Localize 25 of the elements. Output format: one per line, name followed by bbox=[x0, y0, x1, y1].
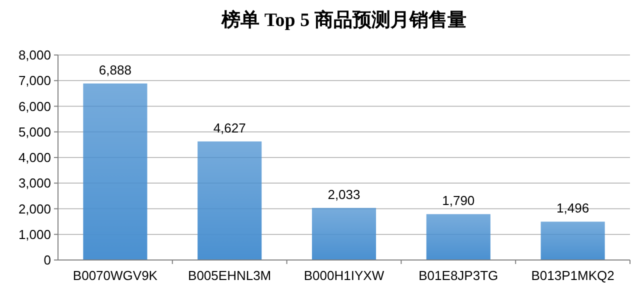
x-tick-label: B013P1MKQ2 bbox=[531, 268, 614, 283]
y-tick-label: 8,000 bbox=[18, 48, 51, 62]
bar bbox=[540, 222, 605, 260]
bar bbox=[198, 141, 262, 260]
data-label: 2,033 bbox=[328, 186, 360, 202]
x-tick-label: B01E8JP3TG bbox=[418, 268, 498, 283]
x-tick-label: B005EHNL3M bbox=[188, 268, 272, 283]
y-tick-label: 0 bbox=[44, 252, 51, 268]
y-tick-label: 2,000 bbox=[18, 201, 51, 216]
data-label: 1,790 bbox=[442, 193, 475, 208]
y-tick-label: 5,000 bbox=[18, 124, 51, 140]
x-tick-label: B0070WGV9K bbox=[72, 268, 158, 283]
data-label: 4,627 bbox=[213, 120, 246, 136]
data-label: 6,888 bbox=[98, 62, 132, 78]
data-label: 1,496 bbox=[556, 200, 590, 216]
y-tick-label: 3,000 bbox=[18, 176, 51, 191]
y-tick-label: 1,000 bbox=[18, 226, 51, 242]
bar bbox=[312, 208, 376, 260]
x-tick-label: B000H1IYXW bbox=[304, 268, 385, 283]
bar bbox=[83, 83, 148, 260]
y-tick-label: 7,000 bbox=[18, 73, 51, 88]
bar bbox=[426, 214, 490, 260]
y-tick-label: 6,000 bbox=[18, 98, 51, 114]
chart-title: 榜单 Top 5 商品预测月销售量 bbox=[220, 9, 466, 31]
y-tick-label: 4,000 bbox=[18, 150, 51, 165]
